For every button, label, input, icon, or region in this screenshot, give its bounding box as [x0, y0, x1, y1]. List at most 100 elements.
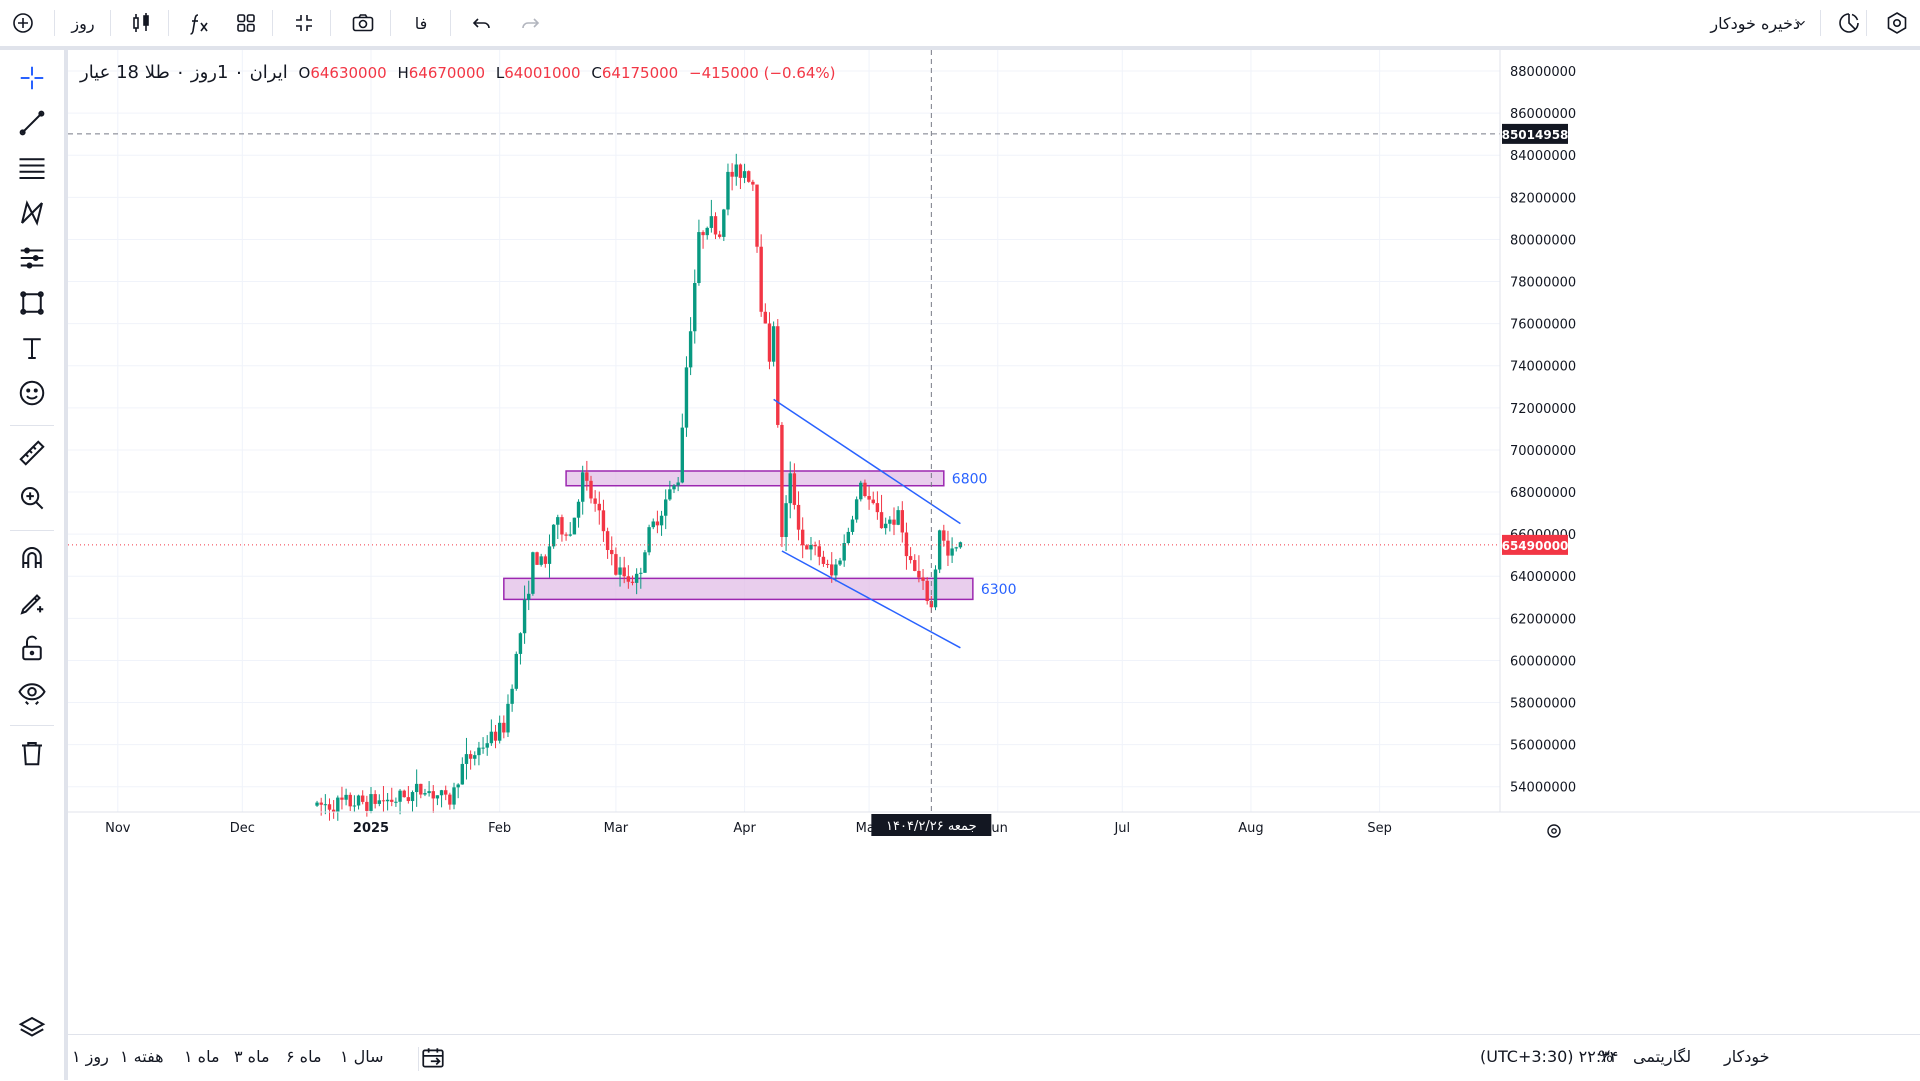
candle-body [792, 473, 797, 505]
candle-body [771, 326, 776, 362]
candle-body [531, 552, 535, 594]
percent-toggle[interactable]: % [1598, 1047, 1614, 1066]
undo-icon[interactable] [466, 8, 496, 38]
candle-body [755, 184, 759, 247]
range-1d[interactable]: روز ۱ [72, 1047, 109, 1066]
rectangle-tool-icon[interactable] [14, 285, 50, 321]
low-value: 64001000 [504, 64, 581, 82]
candle-body [410, 792, 415, 802]
time-tick-label: Dec [230, 821, 255, 836]
indicators-icon[interactable] [184, 8, 214, 38]
candle-body [394, 801, 398, 803]
language-label: فا [414, 13, 428, 33]
candle-body [651, 521, 655, 528]
time-tick-label: Feb [488, 821, 511, 836]
candle-body [751, 181, 755, 185]
candle-body [564, 534, 568, 536]
candle-body [634, 573, 639, 583]
redo-icon[interactable] [516, 8, 546, 38]
pattern-tool-icon[interactable] [14, 195, 50, 231]
ruler-icon[interactable] [14, 435, 50, 471]
timezone-label[interactable]: (UTC+3:30) ۲۲:۳۴ [1480, 1047, 1619, 1066]
trendline-tool-icon[interactable] [14, 105, 50, 141]
candle-body [850, 519, 855, 532]
crosshair-icon[interactable] [14, 60, 50, 96]
draw-mode-icon[interactable] [14, 585, 50, 621]
close-label: C [591, 64, 602, 82]
trendline[interactable] [781, 550, 961, 649]
candle-body [568, 534, 572, 536]
candle-body [784, 503, 788, 537]
candle-style-icon[interactable] [126, 8, 156, 38]
candle-body [481, 747, 485, 749]
crosshair-date-label: جمعه ۱۴۰۴/۲/۲۶ [886, 819, 977, 834]
forecast-tool-icon[interactable] [14, 240, 50, 276]
range-6m[interactable]: ماه ۶ [286, 1047, 322, 1066]
log-toggle[interactable]: لگاریتمی [1633, 1047, 1692, 1066]
candle-body [672, 485, 676, 490]
candle-body [913, 560, 917, 571]
time-tick-label: Jun [987, 821, 1008, 836]
price-tick-label: 68000000 [1510, 486, 1576, 501]
candle-body [439, 790, 444, 796]
theme-toggle-icon[interactable] [1834, 8, 1864, 38]
candle-body [626, 576, 631, 582]
range-1y[interactable]: سال ۱ [340, 1047, 384, 1066]
candle-body [585, 472, 589, 481]
language-button[interactable]: فا [406, 8, 436, 38]
candle-body [825, 563, 830, 565]
candle-body [875, 503, 880, 513]
candle-body [489, 731, 494, 744]
autosave-label: ذخیره خودکار [1710, 13, 1800, 33]
candle-body [419, 783, 423, 795]
drawing-toolbar [0, 50, 68, 1080]
candle-body [502, 722, 506, 733]
chart-area[interactable]: 6800 6300 54000000 56000000 58000000 6000000… [68, 50, 1920, 1030]
autosave-button[interactable]: ذخیره خودکار [1690, 8, 1800, 38]
auto-scale-toggle[interactable]: خودکار [1724, 1047, 1770, 1066]
chevron-down-icon[interactable] [1790, 8, 1812, 38]
candle-body [365, 801, 369, 811]
layout-icon[interactable] [231, 8, 261, 38]
magnet-icon[interactable] [14, 540, 50, 576]
snapshot-icon[interactable] [347, 8, 379, 38]
object-tree-icon[interactable] [14, 1010, 50, 1046]
zone-box[interactable] [565, 470, 945, 487]
candle-body [510, 688, 514, 704]
range-1w[interactable]: هفته ۱ [120, 1047, 164, 1066]
lock-icon[interactable] [14, 630, 50, 666]
range-3m[interactable]: ماه ۳ [234, 1047, 270, 1066]
candle-body [398, 790, 402, 802]
eye-icon[interactable] [14, 675, 50, 711]
fib-tool-icon[interactable] [14, 150, 50, 186]
axis-settings-ring [1547, 824, 1561, 838]
candle-body [668, 489, 672, 500]
price-chart[interactable]: 6800 6300 54000000 56000000 58000000 6000000… [68, 50, 1920, 1030]
fullscreen-icon[interactable] [289, 8, 319, 38]
symbol-name[interactable]: ایران ۰ 1روز ۰ طلا 18 عیار [80, 62, 288, 83]
interval-button[interactable]: روز [66, 8, 100, 38]
trendline[interactable] [773, 398, 961, 525]
zone-box[interactable] [503, 577, 974, 601]
candle-body [622, 567, 626, 577]
goto-date-icon[interactable] [420, 1045, 446, 1075]
candle-body [385, 799, 390, 802]
candle-body [676, 482, 680, 486]
zoom-icon[interactable] [14, 480, 50, 516]
add-symbol-icon[interactable] [8, 8, 38, 38]
price-tick-label: 70000000 [1510, 444, 1576, 459]
candle-body [813, 544, 817, 547]
trash-icon[interactable] [14, 735, 50, 771]
candle-body [497, 722, 502, 741]
candle-body [373, 794, 377, 804]
axis-settings-icon[interactable] [1547, 824, 1561, 838]
candle-body [331, 809, 336, 813]
text-tool-icon[interactable] [14, 330, 50, 366]
candle-body [767, 323, 772, 362]
candle-body [493, 731, 498, 741]
candle-body [680, 427, 685, 483]
settings-icon[interactable] [1882, 8, 1912, 38]
candle-body [800, 529, 805, 546]
range-1m[interactable]: ماه ۱ [184, 1047, 220, 1066]
emoji-tool-icon[interactable] [14, 375, 50, 411]
